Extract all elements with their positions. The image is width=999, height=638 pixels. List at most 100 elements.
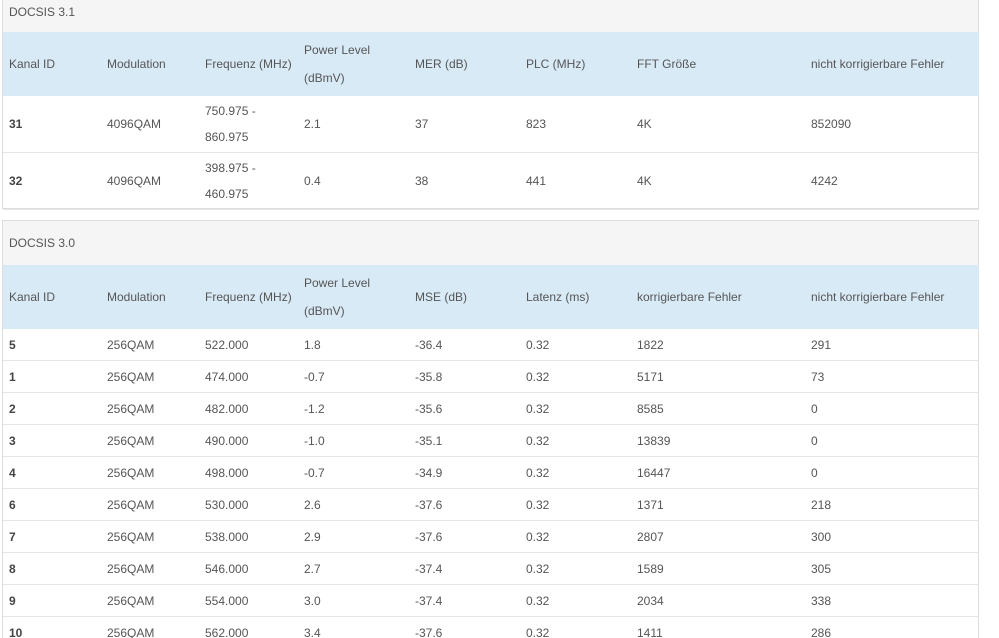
modulation-cell: 256QAM bbox=[101, 392, 199, 425]
power-level-cell: 2.7 bbox=[298, 552, 409, 585]
fehler-cell: 4K bbox=[631, 152, 805, 210]
fehler-cell: 1371 bbox=[631, 488, 805, 521]
fehler-cell: 2807 bbox=[631, 520, 805, 553]
docsis30-panel-title: DOCSIS 3.0 bbox=[3, 221, 978, 265]
modulation-cell: 256QAM bbox=[101, 424, 199, 457]
metric-cell: 37 bbox=[409, 96, 520, 153]
nicht-korrigierbare-fehler-cell: 852090 bbox=[805, 96, 979, 153]
kanal-id-cell: 9 bbox=[3, 584, 101, 617]
frequenz-cell: 498.000 bbox=[199, 456, 298, 489]
frequenz-cell: 474.000 bbox=[199, 360, 298, 393]
metric-cell: -37.4 bbox=[409, 584, 520, 617]
column-header-kanal-id: Kanal ID bbox=[3, 32, 101, 96]
docsis31-panel-title: DOCSIS 3.1 bbox=[3, 0, 978, 32]
nicht-korrigierbare-fehler-cell: 4242 bbox=[805, 152, 979, 210]
metric2-cell: 0.32 bbox=[520, 329, 631, 361]
power-level-cell: 3.0 bbox=[298, 584, 409, 617]
nicht-korrigierbare-fehler-cell: 291 bbox=[805, 329, 979, 361]
table-row: 6 256QAM 530.000 2.6 -37.6 0.32 1371 218 bbox=[3, 488, 979, 521]
fehler-cell: 1411 bbox=[631, 616, 805, 638]
power-level-cell: -0.7 bbox=[298, 360, 409, 393]
fehler-cell: 2034 bbox=[631, 584, 805, 617]
nicht-korrigierbare-fehler-cell: 338 bbox=[805, 584, 979, 617]
kanal-id-cell: 4 bbox=[3, 456, 101, 489]
modulation-cell: 4096QAM bbox=[101, 96, 199, 153]
modulation-cell: 4096QAM bbox=[101, 152, 199, 210]
fehler-cell: 8585 bbox=[631, 392, 805, 425]
metric-cell: -35.6 bbox=[409, 392, 520, 425]
table-row: 8 256QAM 546.000 2.7 -37.4 0.32 1589 305 bbox=[3, 552, 979, 585]
fehler-cell: 1822 bbox=[631, 329, 805, 361]
kanal-id-cell: 31 bbox=[3, 96, 101, 153]
column-header-mse: MSE (dB) bbox=[409, 265, 520, 329]
kanal-id-cell: 10 bbox=[3, 616, 101, 638]
frequenz-cell: 546.000 bbox=[199, 552, 298, 585]
fehler-cell: 5171 bbox=[631, 360, 805, 393]
modulation-cell: 256QAM bbox=[101, 552, 199, 585]
column-header-frequenz: Frequenz (MHz) bbox=[199, 32, 298, 96]
nicht-korrigierbare-fehler-cell: 305 bbox=[805, 552, 979, 585]
table-row: 31 4096QAM 750.975 - 860.975 2.1 37 823 4K 8520… bbox=[3, 96, 979, 153]
table-row: 2 256QAM 482.000 -1.2 -35.6 0.32 8585 0 bbox=[3, 392, 979, 425]
table-row: 4 256QAM 498.000 -0.7 -34.9 0.32 16447 0 bbox=[3, 456, 979, 489]
fehler-cell: 16447 bbox=[631, 456, 805, 489]
modulation-cell: 256QAM bbox=[101, 488, 199, 521]
frequenz-cell: 554.000 bbox=[199, 584, 298, 617]
metric2-cell: 0.32 bbox=[520, 616, 631, 638]
column-header-nicht-korrigierbare-fehler: nicht korrigierbare Fehler bbox=[805, 32, 979, 96]
column-header-power-level: Power Level (dBmV) bbox=[298, 265, 409, 329]
docsis30-table: Kanal ID Modulation Frequenz (MHz) Power… bbox=[3, 265, 979, 638]
nicht-korrigierbare-fehler-cell: 218 bbox=[805, 488, 979, 521]
modulation-cell: 256QAM bbox=[101, 616, 199, 638]
metric-cell: -37.6 bbox=[409, 520, 520, 553]
power-level-cell: 1.8 bbox=[298, 329, 409, 361]
metric-cell: -36.4 bbox=[409, 329, 520, 361]
frequenz-cell: 490.000 bbox=[199, 424, 298, 457]
kanal-id-cell: 3 bbox=[3, 424, 101, 457]
column-header-frequenz: Frequenz (MHz) bbox=[199, 265, 298, 329]
docsis31-panel: DOCSIS 3.1 Kanal ID Modulation Frequenz … bbox=[2, 0, 979, 210]
metric-cell: -37.6 bbox=[409, 488, 520, 521]
power-level-cell: 2.6 bbox=[298, 488, 409, 521]
kanal-id-cell: 6 bbox=[3, 488, 101, 521]
nicht-korrigierbare-fehler-cell: 0 bbox=[805, 456, 979, 489]
column-header-nicht-korrigierbare-fehler: nicht korrigierbare Fehler bbox=[805, 265, 979, 329]
kanal-id-cell: 32 bbox=[3, 152, 101, 210]
table-row: 32 4096QAM 398.975 - 460.975 0.4 38 441 4K 4242 bbox=[3, 152, 979, 210]
modulation-cell: 256QAM bbox=[101, 584, 199, 617]
metric2-cell: 0.32 bbox=[520, 552, 631, 585]
power-level-cell: -0.7 bbox=[298, 456, 409, 489]
metric2-cell: 0.32 bbox=[520, 360, 631, 393]
column-header-power-level: Power Level (dBmV) bbox=[298, 32, 409, 96]
nicht-korrigierbare-fehler-cell: 0 bbox=[805, 424, 979, 457]
column-header-mer: MER (dB) bbox=[409, 32, 520, 96]
nicht-korrigierbare-fehler-cell: 300 bbox=[805, 520, 979, 553]
table-row: 3 256QAM 490.000 -1.0 -35.1 0.32 13839 0 bbox=[3, 424, 979, 457]
kanal-id-cell: 7 bbox=[3, 520, 101, 553]
table-row: 5 256QAM 522.000 1.8 -36.4 0.32 1822 291 bbox=[3, 329, 979, 361]
fehler-cell: 4K bbox=[631, 96, 805, 153]
kanal-id-cell: 5 bbox=[3, 329, 101, 361]
modulation-cell: 256QAM bbox=[101, 329, 199, 361]
frequenz-cell: 538.000 bbox=[199, 520, 298, 553]
column-header-korrigierbare-fehler: korrigierbare Fehler bbox=[631, 265, 805, 329]
metric-cell: -35.1 bbox=[409, 424, 520, 457]
nicht-korrigierbare-fehler-cell: 286 bbox=[805, 616, 979, 638]
power-level-cell: 2.9 bbox=[298, 520, 409, 553]
frequenz-cell: 482.000 bbox=[199, 392, 298, 425]
modulation-cell: 256QAM bbox=[101, 456, 199, 489]
table-row: 1 256QAM 474.000 -0.7 -35.8 0.32 5171 73 bbox=[3, 360, 979, 393]
metric2-cell: 0.32 bbox=[520, 584, 631, 617]
column-header-plc: PLC (MHz) bbox=[520, 32, 631, 96]
metric-cell: -37.4 bbox=[409, 552, 520, 585]
table-row: 7 256QAM 538.000 2.9 -37.6 0.32 2807 300 bbox=[3, 520, 979, 553]
metric-cell: 38 bbox=[409, 152, 520, 210]
nicht-korrigierbare-fehler-cell: 73 bbox=[805, 360, 979, 393]
frequenz-cell: 562.000 bbox=[199, 616, 298, 638]
docsis30-table-body: 5 256QAM 522.000 1.8 -36.4 0.32 1822 291 1 256QAM… bbox=[3, 329, 979, 638]
metric2-cell: 441 bbox=[520, 152, 631, 210]
metric-cell: -34.9 bbox=[409, 456, 520, 489]
metric2-cell: 0.32 bbox=[520, 488, 631, 521]
column-header-kanal-id: Kanal ID bbox=[3, 265, 101, 329]
